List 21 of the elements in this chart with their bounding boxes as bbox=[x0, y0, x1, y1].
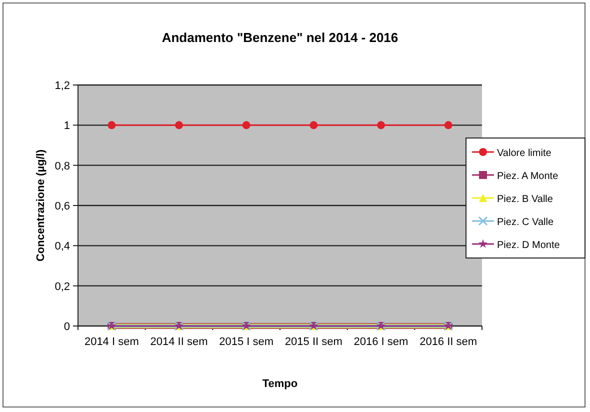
x-tick-label: 2015 I sem bbox=[219, 336, 274, 348]
y-tick-label: 0,6 bbox=[54, 200, 70, 212]
y-tick-label: 0,2 bbox=[54, 280, 70, 293]
y-axis-title: Concentrazione (µg/l) bbox=[35, 149, 47, 262]
legend-label: Piez. B Valle bbox=[497, 194, 554, 205]
legend-label: Piez. C Valle bbox=[497, 217, 554, 228]
y-tick-label: 0,4 bbox=[54, 240, 70, 253]
chart-title: Andamento "Benzene" nel 2014 - 2016 bbox=[162, 30, 398, 45]
y-tick-label: 1,2 bbox=[54, 80, 70, 92]
y-tick-label: 0 bbox=[64, 321, 70, 333]
y-tick-label: 0,8 bbox=[54, 160, 70, 172]
x-tick-label: 2014 II sem bbox=[150, 336, 208, 348]
legend-label: Piez. A Monte bbox=[497, 171, 559, 182]
x-tick-label: 2015 II sem bbox=[284, 336, 342, 348]
x-tick-label: 2016 II sem bbox=[420, 336, 478, 348]
x-axis-title: Tempo bbox=[262, 378, 298, 390]
x-tick-label: 2016 I sem bbox=[354, 336, 408, 348]
y-tick-label: 1 bbox=[64, 120, 70, 132]
legend-label: Valore limite bbox=[497, 148, 552, 159]
x-tick-label: 2014 I sem bbox=[84, 336, 139, 348]
legend-label: Piez. D Monte bbox=[497, 240, 560, 251]
